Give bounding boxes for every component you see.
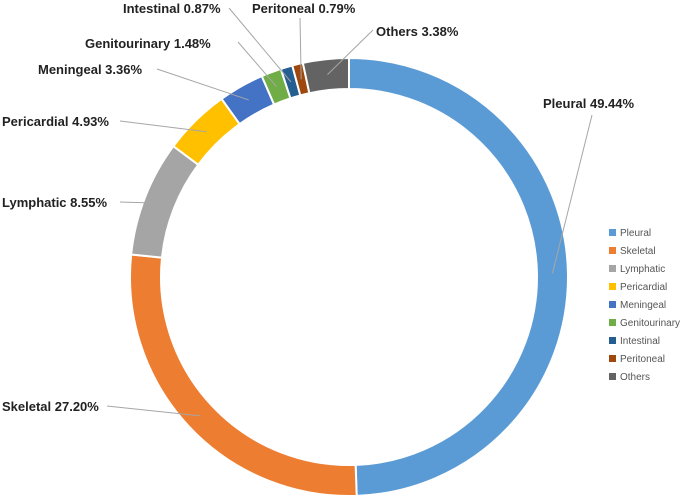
leader-skeletal	[106, 405, 201, 417]
legend-label-peritoneal: Peritoneal	[620, 354, 665, 365]
legend-label-meningeal: Meningeal	[620, 300, 666, 311]
legend-swatch-skeletal	[609, 247, 616, 254]
legend-swatch-peritoneal	[609, 355, 616, 362]
legend-swatch-genitourinary	[609, 319, 616, 326]
legend-swatch-lymphatic	[609, 265, 616, 272]
label-lymphatic: Lymphatic 8.55%	[2, 195, 107, 210]
legend-label-skeletal: Skeletal	[620, 246, 656, 257]
legend-swatch-pleural	[609, 229, 616, 236]
legend-swatch-meningeal	[609, 301, 616, 308]
slice-skeletal	[129, 253, 358, 496]
leader-peritoneal	[299, 17, 302, 80]
slice-pleural	[348, 56, 569, 496]
legend: Pleural Skeletal Lymphatic Pericardial Menin…	[609, 228, 680, 383]
legend-label-pleural: Pleural	[620, 228, 651, 239]
legend-label-genitourinary: Genitourinary	[620, 318, 680, 329]
data-labels: Pleural 49.44% Skeletal 27.20% Lymphatic 8…	[2, 1, 634, 414]
label-skeletal: Skeletal 27.20%	[2, 399, 99, 414]
label-pericardial: Pericardial 4.93%	[2, 114, 109, 129]
label-intestinal: Intestinal 0.87%	[123, 1, 221, 16]
legend-swatch-pericardial	[609, 283, 616, 290]
leader-genitourinary	[237, 41, 278, 88]
donut-slices	[129, 56, 569, 496]
label-pleural: Pleural 49.44%	[543, 96, 634, 111]
label-peritoneal: Peritoneal 0.79%	[252, 1, 356, 16]
slice-lymphatic	[130, 144, 200, 259]
leader-others	[327, 29, 374, 76]
legend-label-lymphatic: Lymphatic	[620, 264, 665, 275]
leader-pericardial	[119, 120, 207, 133]
legend-label-intestinal: Intestinal	[620, 336, 660, 347]
slice-others	[301, 56, 350, 95]
leader-intestinal	[228, 7, 292, 83]
legend-label-others: Others	[620, 372, 650, 383]
leader-lines	[106, 7, 593, 417]
leader-lymphatic	[119, 201, 160, 204]
label-others: Others 3.38%	[376, 24, 459, 39]
leader-pleural	[551, 114, 593, 274]
legend-label-pericardial: Pericardial	[620, 282, 667, 293]
label-meningeal: Meningeal 3.36%	[38, 62, 142, 77]
legend-swatch-others	[609, 373, 616, 380]
leader-meningeal	[156, 68, 249, 101]
legend-swatch-intestinal	[609, 337, 616, 344]
label-genitourinary: Genitourinary 1.48%	[85, 36, 211, 51]
